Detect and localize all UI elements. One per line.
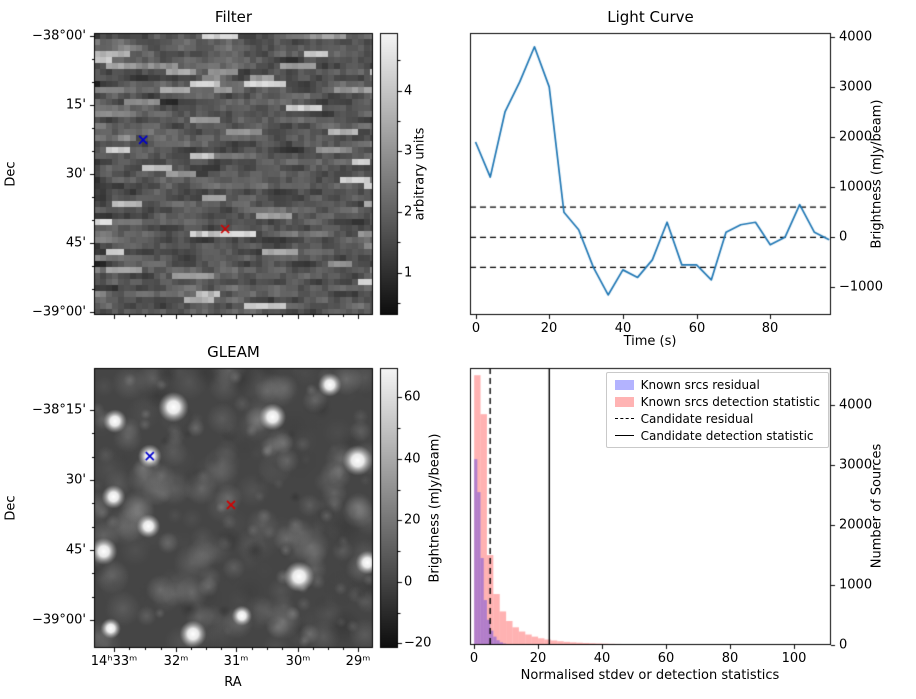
solid-line-swatch [614,435,634,436]
histogram-xtick-label: 20 [529,651,547,666]
gleam-colorbar-tick-label: 40 [404,451,421,467]
histogram-xtick-label: 60 [657,651,675,666]
filter-ytick-label: −38°00' [31,28,86,44]
light-curve-xtick-label: 20 [540,321,558,336]
legend: Known srcs residual Known srcs detection … [605,372,829,448]
filter-ytick-label: 30' [65,166,86,182]
histogram-ylabel: Number of Sources [869,443,885,569]
gleam-xtick-label: 30ᵐ [285,654,311,669]
light-curve-ytick-label: 1000 [839,179,873,195]
legend-label: Known srcs detection statistic [640,394,820,409]
histogram-ytick-label: 4000 [839,397,873,413]
filter-colorbar-tick-label: 3 [404,143,413,159]
light-curve-xtick-label: 0 [471,321,481,336]
gleam-colorbar-tick-label: 60 [404,389,421,405]
filter-colorbar-label: arbitrary units [412,127,428,221]
gleam-ytick-label: −38°15' [31,402,86,418]
light-curve-ytick-label: 4000 [839,29,873,45]
histogram-ytick-label: 1000 [839,577,873,593]
filter-colorbar-tick-label: 1 [404,265,413,281]
filter-ylabel: Dec [3,161,19,187]
histogram-xtick-label: 0 [469,651,479,666]
gleam-colorbar-tick-label: 20 [404,512,421,528]
legend-entry: Known srcs detection statistic [614,394,820,409]
dashed-line-swatch [614,418,634,419]
light-curve-xtick-label: 80 [761,321,779,336]
gleam-ylabel: Dec [3,495,19,521]
light-curve-xtick-label: 40 [614,321,632,336]
gleam-xtick-label: 32ᵐ [163,654,189,669]
legend-entry: Known srcs residual [614,377,820,392]
filter-ytick-label: 15' [65,97,86,113]
gleam-title: GLEAM [207,343,260,361]
gleam-ytick-label: 45' [65,542,86,558]
legend-entry: Candidate detection statistic [614,428,820,443]
gleam-xtick-label: 29ᵐ [345,654,371,669]
gleam-colorbar-tick-label: 0 [404,574,413,590]
histogram-xtick-label: 80 [721,651,739,666]
histogram-ytick-label: 3000 [839,457,873,473]
legend-label: Known srcs residual [640,377,760,392]
patch-swatch [614,379,634,390]
gleam-colorbar-label: Brightness (mJy/beam) [427,433,443,583]
filter-title: Filter [214,8,253,26]
filter-ytick-label: 45' [65,235,86,251]
histogram-xtick-label: 40 [593,651,611,666]
histogram-xtick-label: 100 [781,651,807,666]
legend-label: Candidate residual [640,411,754,426]
histogram-xlabel: Normalised stdev or detection statistics [520,668,780,683]
light-curve-xtick-label: 60 [688,321,706,336]
gleam-xtick-label: 31ᵐ [223,654,249,669]
patch-swatch [614,396,634,407]
gleam-ytick-label: −39°00' [31,612,86,628]
filter-colorbar-tick-label: 2 [404,204,413,220]
gleam-xlabel: RA [224,675,242,690]
light-curve-title: Light Curve [607,8,694,26]
filter-colorbar-tick-label: 4 [404,83,413,99]
light-curve-ytick-label: −1000 [839,279,883,295]
light-curve-ytick-label: 3000 [839,79,873,95]
light-curve-ylabel: Brightness (mJy/beam) [869,99,885,249]
histogram-ytick-label: 2000 [839,517,873,533]
legend-label: Candidate detection statistic [640,428,814,443]
histogram-ytick-label: 0 [839,637,848,653]
light-curve-ytick-label: 0 [839,229,848,245]
filter-ytick-label: −39°00' [31,304,86,320]
gleam-colorbar-tick-label: −20 [404,635,432,651]
light-curve-ytick-label: 2000 [839,129,873,145]
gleam-xtick-label: 14ʰ33ᵐ [90,654,138,669]
legend-entry: Candidate residual [614,411,820,426]
light-curve-xlabel: Time (s) [623,334,677,349]
gleam-ytick-label: 30' [65,472,86,488]
